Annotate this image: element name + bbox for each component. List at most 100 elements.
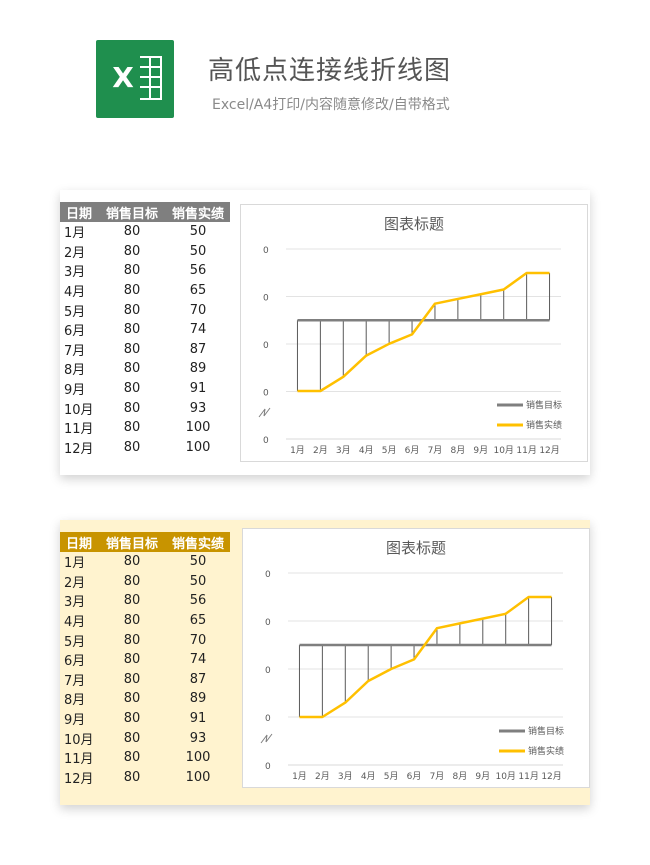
table-cell[interactable]: 1月 (64, 226, 86, 242)
table-cell[interactable]: 100 (185, 769, 211, 785)
legend-label: 销售实绩 (526, 419, 562, 431)
table-cell[interactable]: 6月 (64, 654, 86, 670)
table-cell[interactable]: 80 (123, 711, 141, 727)
table-cell[interactable]: 80 (123, 632, 141, 648)
table-cell[interactable]: 87 (189, 671, 207, 687)
table-cell[interactable]: 80 (123, 361, 141, 377)
table-cell[interactable]: 80 (123, 750, 141, 766)
axis-break-icon (258, 407, 271, 418)
table-cell[interactable]: 87 (189, 341, 207, 357)
table-cell[interactable]: 65 (189, 283, 207, 299)
table-cell[interactable]: 50 (189, 243, 207, 259)
column-header: 销售目标 (98, 532, 166, 552)
table-cell[interactable]: 4月 (64, 615, 86, 631)
table-cell[interactable]: 91 (189, 711, 207, 727)
table-cell[interactable]: 12月 (64, 441, 94, 457)
table-cell[interactable]: 74 (189, 322, 207, 338)
table-cell[interactable]: 3月 (64, 265, 86, 281)
table-cell[interactable]: 80 (123, 381, 141, 397)
table-cell[interactable]: 1月 (64, 556, 86, 572)
table-cell[interactable]: 9月 (64, 713, 86, 729)
table-cell[interactable]: 80 (123, 573, 141, 589)
table-cell[interactable]: 2月 (64, 575, 86, 591)
column-header: 销售实绩 (166, 532, 230, 552)
table-cell[interactable]: 80 (123, 730, 141, 746)
table-cell[interactable]: 7月 (64, 673, 86, 689)
column-header: 销售实绩 (166, 202, 230, 222)
table-row: 10月 80 93 (60, 398, 230, 418)
table-cell[interactable]: 80 (123, 420, 141, 436)
table-row: 10月 80 93 (60, 728, 230, 748)
table-cell[interactable]: 12月 (64, 771, 94, 787)
page-title: 高低点连接线折线图 (208, 56, 452, 86)
table-cell[interactable]: 8月 (64, 693, 86, 709)
table-cell[interactable]: 91 (189, 381, 207, 397)
table-cell[interactable]: 70 (189, 632, 207, 648)
y-tick-label: 0 (263, 389, 269, 399)
table-cell[interactable]: 80 (123, 439, 141, 455)
table-cell[interactable]: 8月 (64, 363, 86, 379)
table-cell[interactable]: 9月 (64, 383, 86, 399)
table-cell[interactable]: 5月 (64, 634, 86, 650)
table-cell[interactable]: 80 (123, 593, 141, 609)
table-cell[interactable]: 80 (123, 263, 141, 279)
table-cell[interactable]: 50 (189, 573, 207, 589)
chart-area[interactable]: 图表标题 0 0 0 0 0 1月 2月 3月 4月 5月 6月 7月 8月 9月 10月 11月 12月 销售目… (242, 528, 590, 788)
table-cell[interactable]: 3月 (64, 595, 86, 611)
axis-break-icon (260, 733, 273, 744)
x-tick-label: 12月 (541, 771, 561, 782)
x-tick-label: 8月 (451, 445, 466, 456)
table-cell[interactable]: 93 (189, 400, 207, 416)
table-cell[interactable]: 80 (123, 652, 141, 668)
table-cell[interactable]: 4月 (64, 285, 86, 301)
table-cell[interactable]: 80 (123, 243, 141, 259)
table-row: 12月 80 100 (60, 768, 230, 788)
table-cell[interactable]: 56 (189, 593, 207, 609)
table-cell[interactable]: 56 (189, 263, 207, 279)
table-cell[interactable]: 80 (123, 769, 141, 785)
table-cell[interactable]: 80 (123, 613, 141, 629)
table-cell[interactable]: 10月 (64, 402, 94, 418)
table-cell[interactable]: 10月 (64, 732, 94, 748)
table-cell[interactable]: 50 (189, 224, 207, 240)
table-cell[interactable]: 50 (189, 554, 207, 570)
table-cell[interactable]: 80 (123, 322, 141, 338)
table-cell[interactable]: 6月 (64, 324, 86, 340)
table-cell[interactable]: 80 (123, 283, 141, 299)
table-cell[interactable]: 65 (189, 613, 207, 629)
table-cell[interactable]: 80 (123, 691, 141, 707)
excel-grid-icon (140, 56, 162, 100)
table-cell[interactable]: 80 (123, 224, 141, 240)
table-row: 7月 80 87 (60, 340, 230, 360)
table-cell[interactable]: 80 (123, 302, 141, 318)
table-cell[interactable]: 100 (185, 420, 211, 436)
chart-title: 图表标题 (383, 215, 444, 233)
table-cell[interactable]: 89 (189, 691, 207, 707)
table-cell[interactable]: 5月 (64, 304, 86, 320)
table-cell[interactable]: 100 (185, 439, 211, 455)
table-header-row: 日期 销售目标 销售实绩 (60, 532, 230, 552)
table-cell[interactable]: 93 (189, 730, 207, 746)
page-subtitle: Excel/A4打印/内容随意修改/自带格式 (212, 97, 450, 113)
table-cell[interactable]: 70 (189, 302, 207, 318)
table-cell[interactable]: 7月 (64, 343, 86, 359)
table-cell[interactable]: 74 (189, 652, 207, 668)
x-tick-label: 8月 (453, 771, 468, 782)
x-tick-label: 11月 (516, 445, 536, 456)
table-cell[interactable]: 80 (123, 341, 141, 357)
table-cell[interactable]: 11月 (64, 752, 94, 768)
table-cell[interactable]: 80 (123, 554, 141, 570)
table-cell[interactable]: 2月 (64, 245, 86, 261)
x-tick-label: 2月 (315, 771, 330, 782)
table-cell[interactable]: 80 (123, 400, 141, 416)
table-cell[interactable]: 80 (123, 671, 141, 687)
column-header: 销售目标 (98, 202, 166, 222)
table-cell[interactable]: 11月 (64, 422, 94, 438)
table-cell[interactable]: 100 (185, 750, 211, 766)
y-tick-label: 0 (263, 341, 269, 351)
table-row: 9月 80 91 (60, 379, 230, 399)
table-row: 2月 80 50 (60, 572, 230, 592)
table-cell[interactable]: 89 (189, 361, 207, 377)
y-tick-label: 0 (265, 618, 271, 628)
chart-area[interactable]: 图表标题 0 0 0 0 0 1月 2月 3月 4月 5月 6月 7月 8月 9月 10月 11月 12月 销售目… (240, 204, 588, 462)
